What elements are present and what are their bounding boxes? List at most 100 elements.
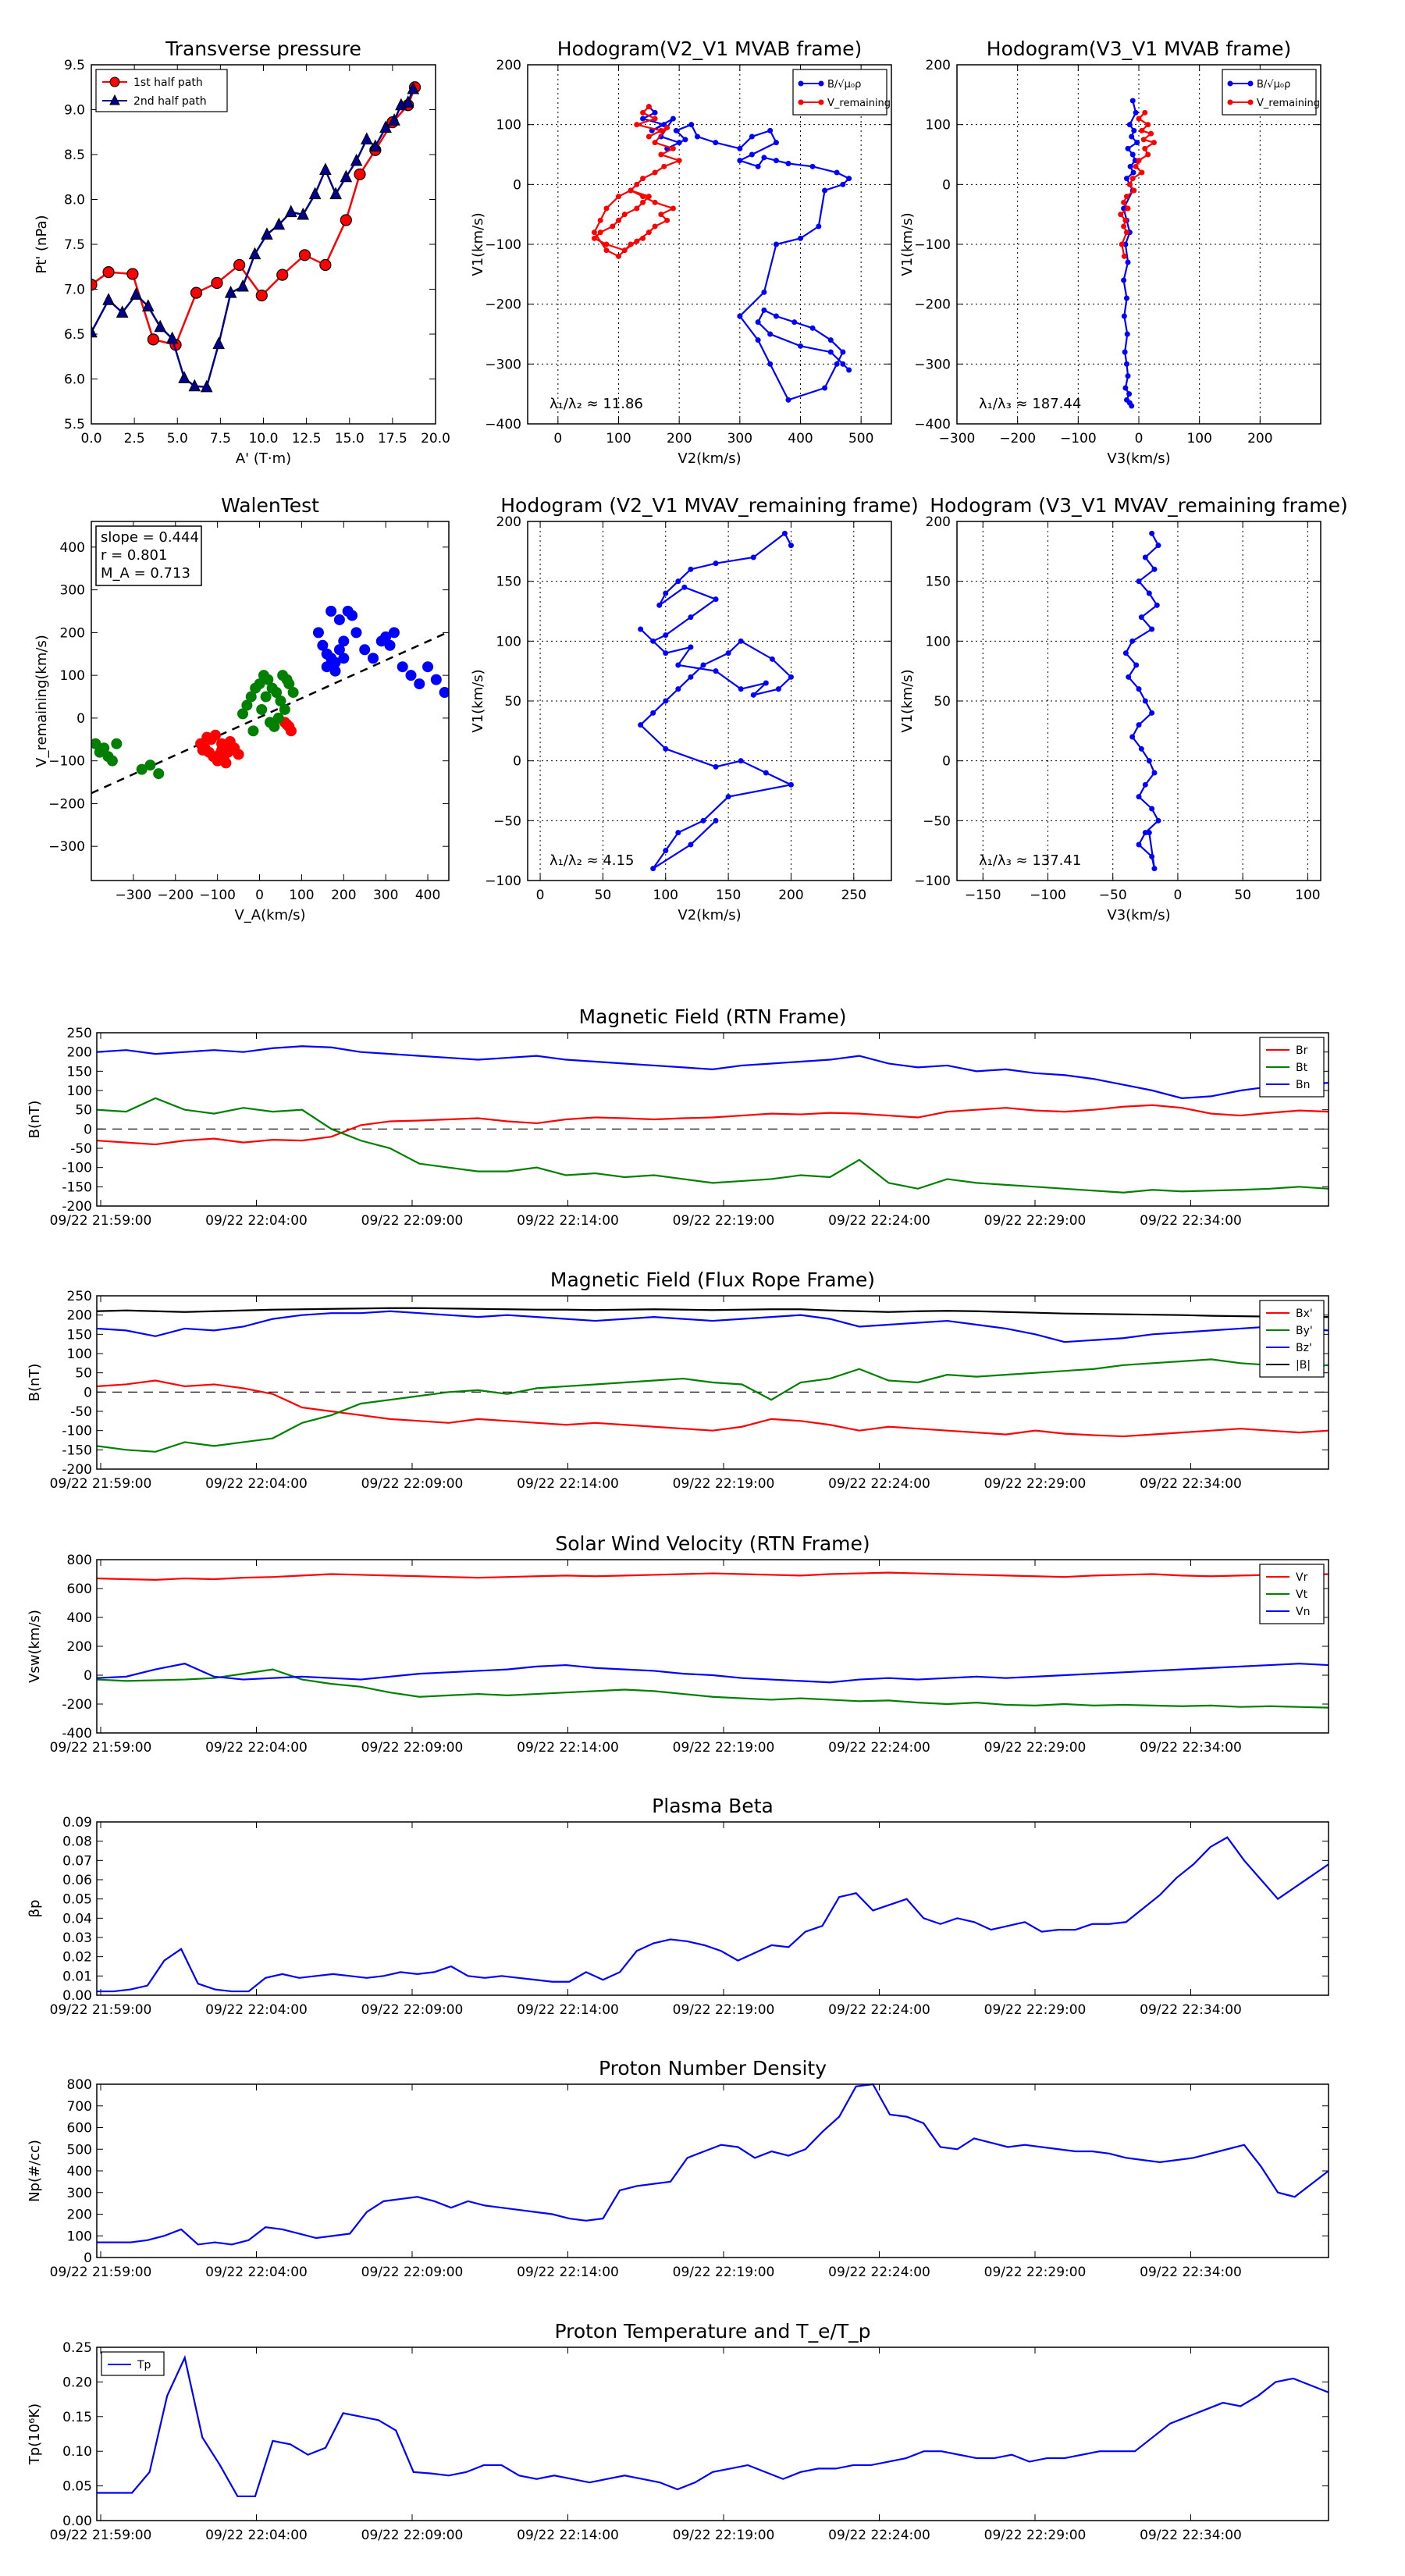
x-tick-label: 500	[848, 431, 873, 447]
series-line-np	[97, 2083, 1329, 2246]
legend-marker	[1227, 80, 1233, 87]
axes-frame	[527, 521, 892, 881]
data-point	[248, 247, 261, 260]
series-line-beta	[97, 1836, 1329, 1993]
x-tick-label: 15.0	[335, 431, 365, 447]
data-point	[325, 606, 337, 617]
y-tick-label: 150	[67, 1064, 92, 1080]
y-tick-label: 150	[496, 575, 521, 590]
data-point	[767, 331, 774, 337]
x-tick-label: 100	[606, 431, 631, 447]
x-tick-label: 20.0	[421, 431, 450, 447]
y-tick-label: 7.0	[64, 283, 85, 298]
data-point	[1129, 734, 1136, 740]
x-tick-label: 300	[373, 888, 398, 903]
data-point	[1125, 205, 1131, 212]
data-point	[333, 614, 345, 625]
y-tick-label: 0.07	[62, 1853, 92, 1869]
data-point	[178, 371, 190, 383]
data-point	[91, 279, 98, 291]
data-point	[211, 276, 223, 290]
x-tick-label: −300	[939, 431, 976, 447]
y-tick-label: −200	[485, 297, 521, 313]
x-tick-label: 5.0	[167, 431, 188, 447]
x-tick-label: 09/22 22:24:00	[828, 2265, 930, 2280]
series-blue	[1122, 530, 1161, 872]
data-point	[1121, 313, 1127, 319]
data-point	[663, 745, 669, 752]
data-point	[673, 127, 679, 133]
x-tick-label: 09/22 22:09:00	[361, 2002, 464, 2018]
data-point	[401, 95, 414, 108]
data-point	[755, 319, 761, 326]
y-tick-label: 400	[60, 540, 85, 556]
y-axis-label: Vsw(km/s)	[27, 1610, 43, 1683]
x-tick-label: 0	[255, 888, 264, 903]
data-point	[700, 817, 706, 824]
data-point	[1142, 698, 1148, 704]
x-tick-label: 300	[727, 431, 752, 447]
data-point	[350, 153, 363, 166]
axes-frame	[91, 521, 450, 881]
data-point	[1146, 830, 1152, 836]
x-tick-label: 09/22 22:34:00	[1140, 1476, 1242, 1492]
legend-marker	[818, 80, 824, 87]
data-point	[682, 137, 688, 143]
data-point	[763, 770, 769, 776]
chart-hodo4: Hodogram (V3_V1 MVAV_remaining frame) −15…	[899, 494, 1348, 923]
data-point	[338, 653, 350, 664]
data-point	[628, 187, 634, 194]
y-axis-label: Pt' (nPa)	[34, 215, 50, 273]
data-point	[261, 227, 273, 240]
axes-frame	[91, 64, 436, 425]
data-point	[1149, 530, 1155, 536]
legend-marker	[798, 80, 804, 87]
data-point	[688, 566, 694, 572]
x-tick-label: 09/22 22:04:00	[205, 1213, 308, 1229]
data-point	[1142, 781, 1148, 788]
data-point	[317, 639, 329, 651]
data-point	[670, 205, 676, 212]
x-tick-label: 09/22 22:09:00	[361, 1740, 464, 1756]
data-point	[775, 686, 781, 692]
legend-marker	[818, 99, 824, 105]
y-axis-label: V1(km/s)	[899, 669, 916, 732]
x-tick-label: 09/22 22:29:00	[984, 1476, 1087, 1492]
y-tick-label: 9.0	[64, 103, 85, 119]
y-tick-label: 0.08	[62, 1834, 92, 1850]
data-point	[840, 181, 846, 187]
y-tick-label: 0.03	[62, 1930, 92, 1946]
data-point	[116, 305, 129, 318]
data-point	[773, 158, 779, 164]
data-point	[652, 199, 658, 205]
data-point	[405, 670, 417, 681]
data-point	[276, 269, 289, 281]
data-point	[209, 729, 221, 741]
x-axis-label: V3(km/s)	[1107, 907, 1170, 923]
data-point	[688, 644, 694, 650]
data-point	[652, 140, 658, 146]
y-tick-label: 600	[67, 1582, 92, 1597]
data-point	[1138, 745, 1144, 752]
data-point	[1136, 841, 1142, 848]
x-tick-label: 09/22 22:09:00	[361, 2528, 464, 2543]
data-point	[241, 699, 253, 711]
x-tick-label: 09/22 21:59:00	[50, 1476, 152, 1492]
data-point	[638, 626, 644, 632]
data-point	[652, 109, 658, 116]
y-tick-label: 300	[67, 2186, 92, 2201]
x-tick-label: 09/22 22:09:00	[361, 1213, 464, 1229]
x-tick-label: 09/22 22:34:00	[1140, 2002, 1242, 2018]
y-tick-label: -50	[70, 1404, 92, 1420]
x-tick-label: 09/22 22:24:00	[828, 1476, 930, 1492]
data-point	[1126, 400, 1133, 406]
chart-title: WalenTest	[221, 494, 319, 517]
legend-label: B/√μ₀ρ	[827, 79, 861, 91]
x-axis-label: A' (T·m)	[236, 450, 291, 467]
y-tick-label: −100	[914, 237, 951, 253]
y-tick-label: 500	[67, 2142, 92, 2158]
data-point	[1142, 830, 1148, 836]
data-point	[1146, 590, 1152, 596]
x-tick-label: 100	[653, 888, 678, 903]
series-blue	[312, 606, 449, 699]
